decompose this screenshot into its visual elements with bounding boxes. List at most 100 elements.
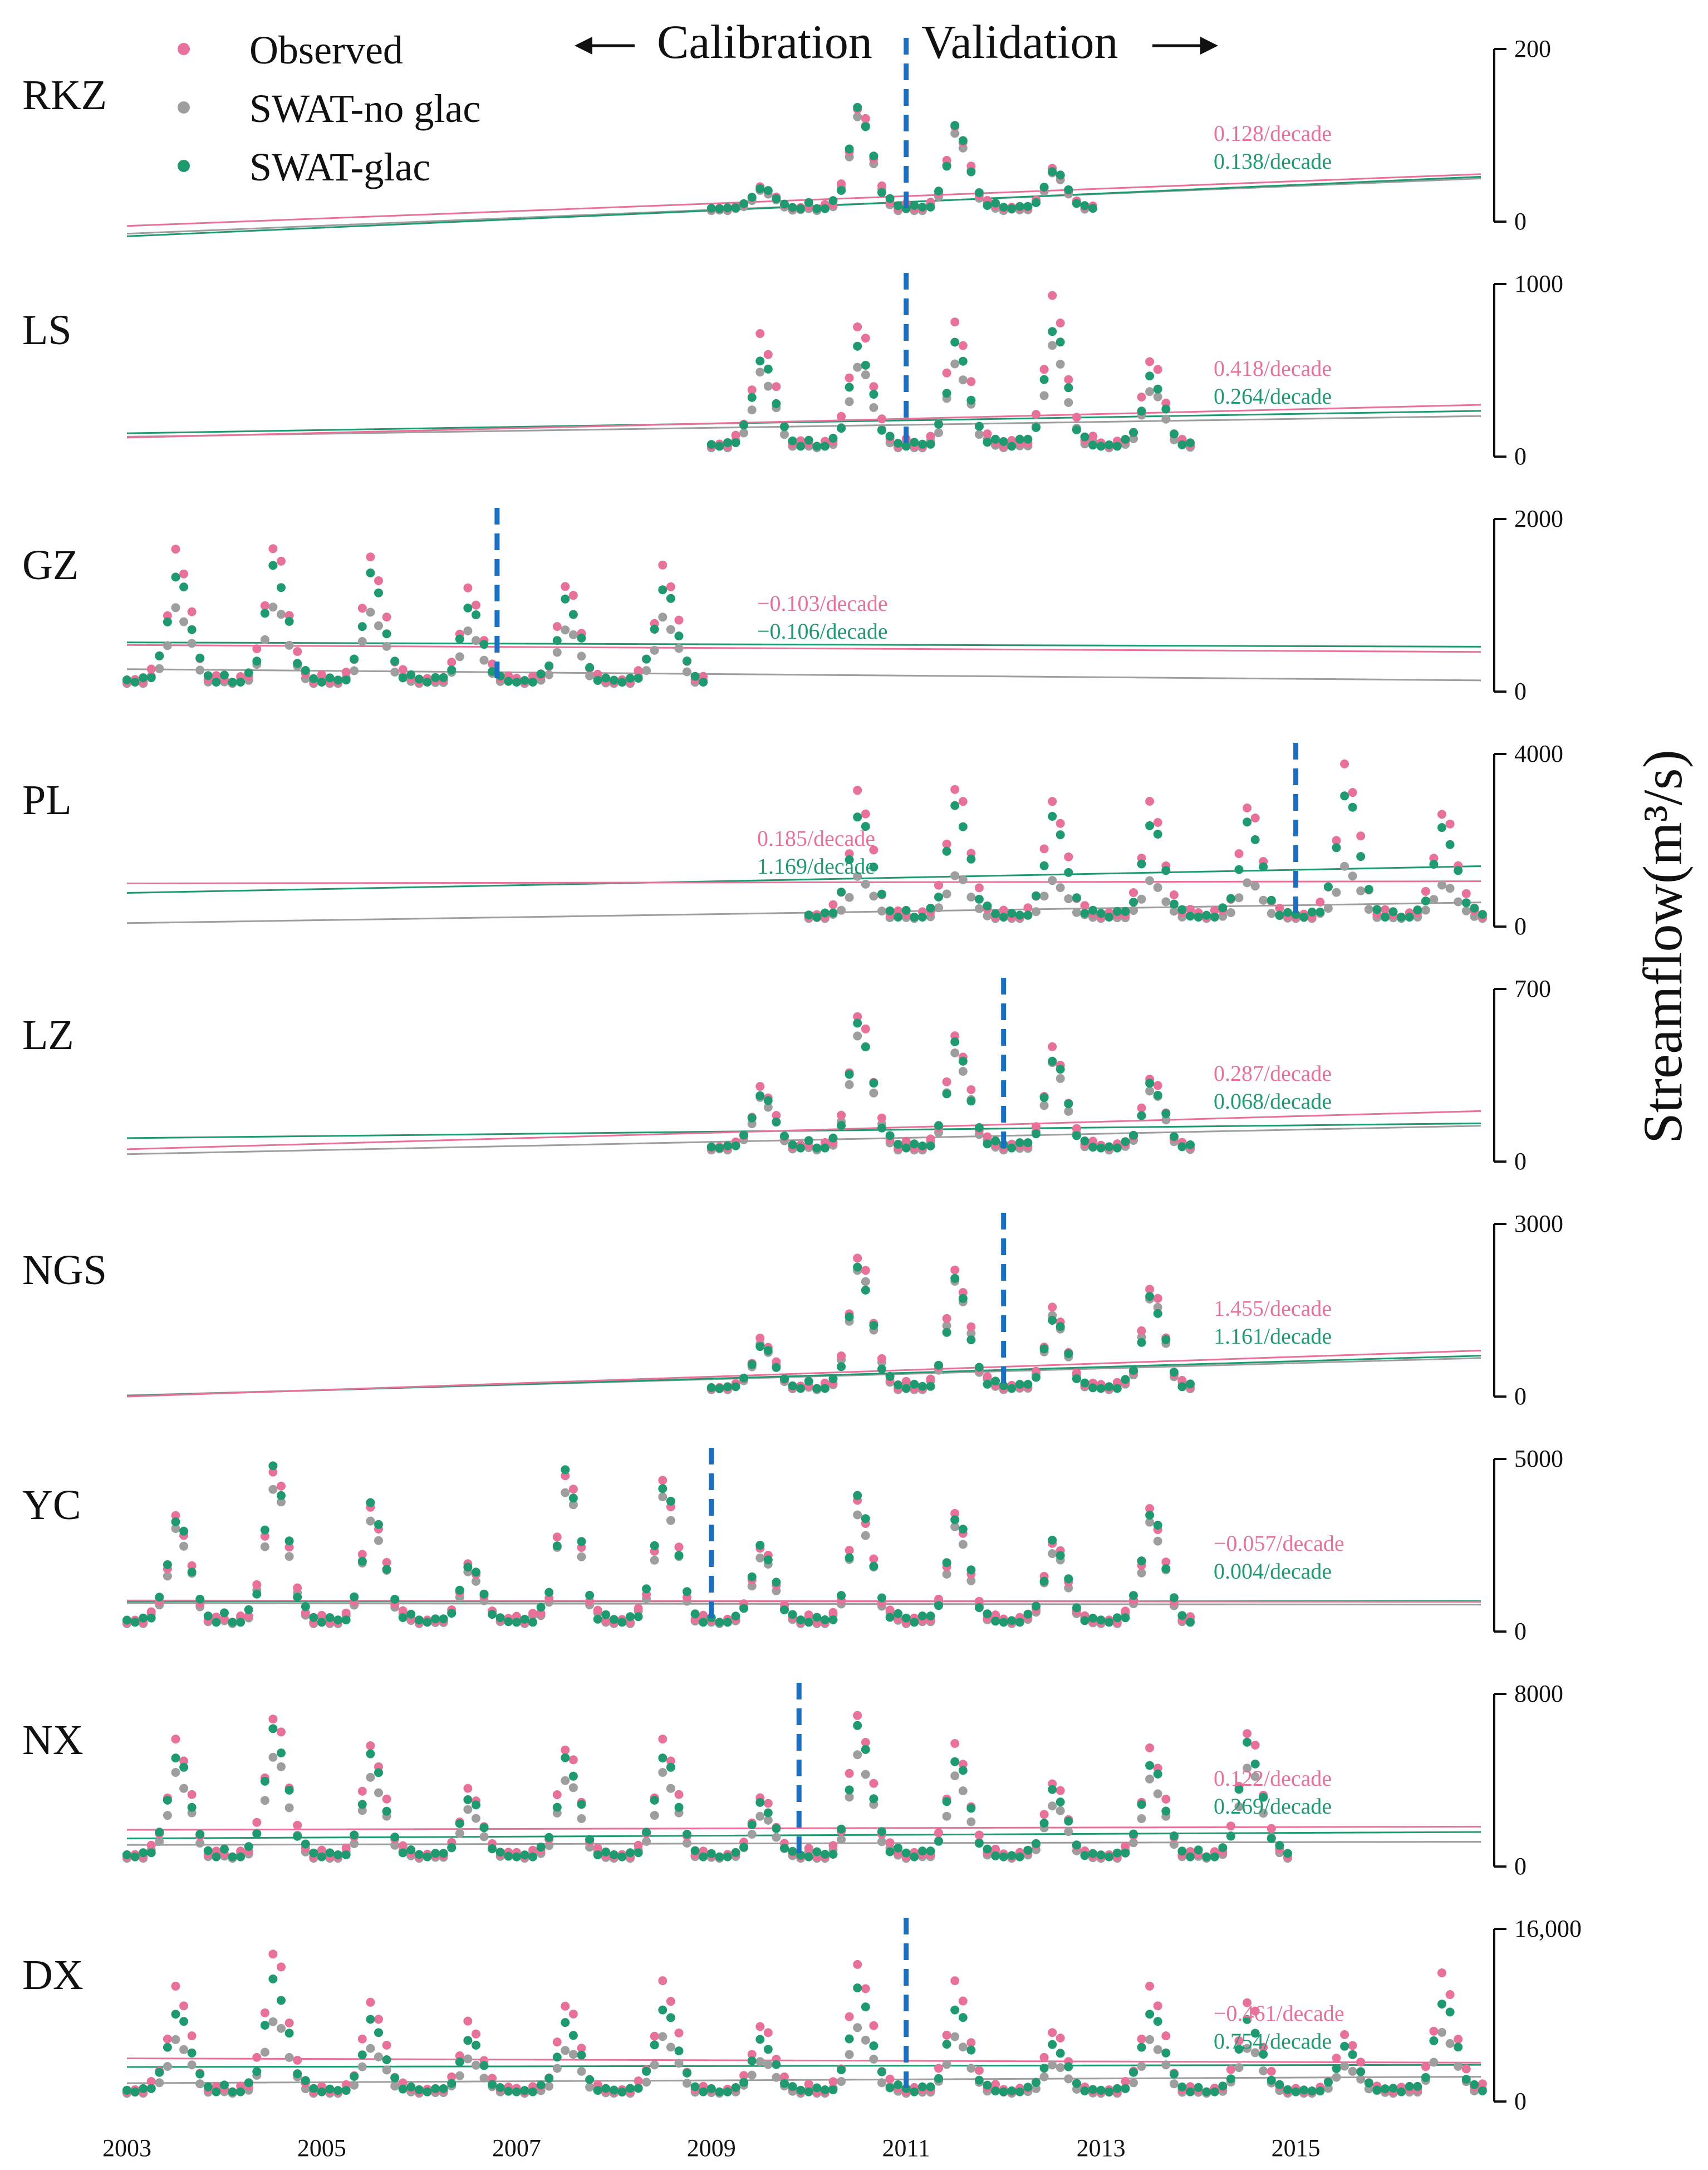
data-point-glac bbox=[1105, 913, 1114, 922]
legend-label-1: SWAT-no glac bbox=[249, 86, 480, 131]
data-point-noglac bbox=[1437, 2027, 1446, 2037]
data-point-glac bbox=[1186, 912, 1195, 921]
data-point-noglac bbox=[763, 381, 773, 391]
data-point-observed bbox=[974, 1830, 984, 1840]
data-point-noglac bbox=[561, 1776, 570, 1785]
data-point-noglac bbox=[950, 1048, 960, 1057]
data-point-glac bbox=[731, 203, 740, 213]
data-point-glac bbox=[1259, 1792, 1268, 1802]
data-point-observed bbox=[877, 181, 886, 190]
data-point-noglac bbox=[1064, 1827, 1073, 1836]
data-point-observed bbox=[658, 1476, 668, 1485]
data-point-noglac bbox=[1032, 907, 1040, 917]
data-point-glac bbox=[739, 199, 749, 208]
trend-line-glac bbox=[126, 2064, 1481, 2068]
data-point-glac bbox=[812, 442, 822, 451]
data-point-observed bbox=[950, 1976, 960, 1986]
data-point-glac bbox=[780, 2079, 789, 2088]
data-point-glac bbox=[828, 1850, 838, 1859]
data-point-noglac bbox=[1234, 1802, 1244, 1811]
data-point-observed bbox=[1088, 432, 1098, 441]
data-point-noglac bbox=[1137, 2062, 1146, 2071]
data-point-glac bbox=[1478, 2086, 1487, 2095]
data-point-glac bbox=[820, 1615, 830, 1624]
data-point-observed bbox=[755, 1082, 765, 1091]
data-point-glac bbox=[479, 1823, 489, 1833]
data-point-glac bbox=[601, 1847, 611, 1856]
data-point-glac bbox=[268, 1461, 278, 1471]
data-point-glac bbox=[423, 2087, 432, 2096]
data-point-observed bbox=[1454, 2035, 1463, 2044]
data-point-noglac bbox=[1056, 1074, 1065, 1083]
data-point-noglac bbox=[1234, 893, 1244, 903]
data-point-glac bbox=[1405, 913, 1414, 922]
data-point-glac bbox=[1137, 1556, 1146, 1566]
data-point-glac bbox=[731, 1141, 740, 1150]
data-point-observed bbox=[268, 1467, 278, 1477]
data-point-observed bbox=[1445, 1990, 1455, 1999]
data-point-observed bbox=[1153, 818, 1162, 827]
trend-line-observed bbox=[126, 1110, 1481, 1150]
data-point-glac bbox=[1096, 1615, 1106, 1625]
data-point-glac bbox=[284, 617, 294, 626]
data-point-glac bbox=[1072, 2079, 1081, 2088]
data-point-observed bbox=[593, 669, 602, 679]
data-point-glac bbox=[1177, 1142, 1187, 1152]
data-point-glac bbox=[780, 1131, 789, 1141]
data-point-glac bbox=[568, 1493, 578, 1503]
data-point-glac bbox=[568, 1771, 578, 1781]
data-point-observed bbox=[260, 2008, 269, 2017]
data-point-observed bbox=[1121, 2077, 1130, 2086]
data-point-glac bbox=[917, 2082, 927, 2091]
data-point-glac bbox=[382, 1806, 391, 1816]
data-point-glac bbox=[1015, 1138, 1024, 1148]
data-point-noglac bbox=[650, 2060, 659, 2070]
data-point-glac bbox=[763, 186, 773, 195]
data-point-glac bbox=[804, 198, 813, 207]
data-point-glac bbox=[1177, 1382, 1187, 1392]
data-point-glac bbox=[139, 1613, 148, 1623]
data-point-noglac bbox=[845, 2050, 854, 2059]
data-point-glac bbox=[820, 1143, 830, 1153]
data-point-glac bbox=[1275, 910, 1284, 920]
data-point-observed bbox=[845, 373, 854, 383]
data-point-glac bbox=[715, 1618, 724, 1627]
data-point-glac bbox=[398, 673, 408, 683]
data-point-glac bbox=[277, 1748, 286, 1758]
data-point-glac bbox=[1202, 2087, 1211, 2096]
data-point-glac bbox=[853, 1721, 862, 1730]
data-point-glac bbox=[1177, 1846, 1187, 1856]
data-point-glac bbox=[1234, 865, 1244, 874]
data-point-glac bbox=[942, 1558, 951, 1568]
data-point-glac bbox=[934, 1360, 943, 1370]
data-point-glac bbox=[804, 1377, 813, 1386]
data-point-glac bbox=[950, 337, 960, 347]
data-point-glac bbox=[212, 678, 221, 687]
data-point-observed bbox=[1129, 888, 1138, 897]
data-point-glac bbox=[715, 204, 724, 213]
data-point-glac bbox=[950, 121, 960, 130]
data-point-noglac bbox=[950, 871, 960, 880]
data-point-glac bbox=[999, 913, 1008, 922]
data-point-noglac bbox=[1348, 2066, 1357, 2076]
data-point-glac bbox=[268, 1724, 278, 1733]
data-point-glac bbox=[755, 356, 765, 366]
station-label: NX bbox=[22, 1717, 84, 1764]
data-point-glac bbox=[1096, 2085, 1106, 2095]
data-point-glac bbox=[966, 1096, 976, 1106]
data-point-glac bbox=[1283, 2085, 1292, 2094]
data-point-observed bbox=[861, 334, 870, 343]
data-point-glac bbox=[1023, 1609, 1033, 1619]
x-tick-label-2009: 2009 bbox=[687, 2134, 736, 2162]
series-observed bbox=[122, 544, 708, 687]
data-point-glac bbox=[869, 863, 878, 872]
data-point-observed bbox=[991, 1610, 1000, 1620]
data-point-observed bbox=[1056, 2034, 1065, 2042]
data-point-glac bbox=[934, 892, 943, 902]
data-point-noglac bbox=[1048, 2060, 1057, 2070]
data-point-noglac bbox=[284, 1552, 294, 1561]
data-point-observed bbox=[1332, 836, 1341, 845]
data-point-glac bbox=[723, 203, 732, 213]
data-point-glac bbox=[609, 675, 619, 685]
data-point-glac bbox=[706, 1849, 716, 1858]
